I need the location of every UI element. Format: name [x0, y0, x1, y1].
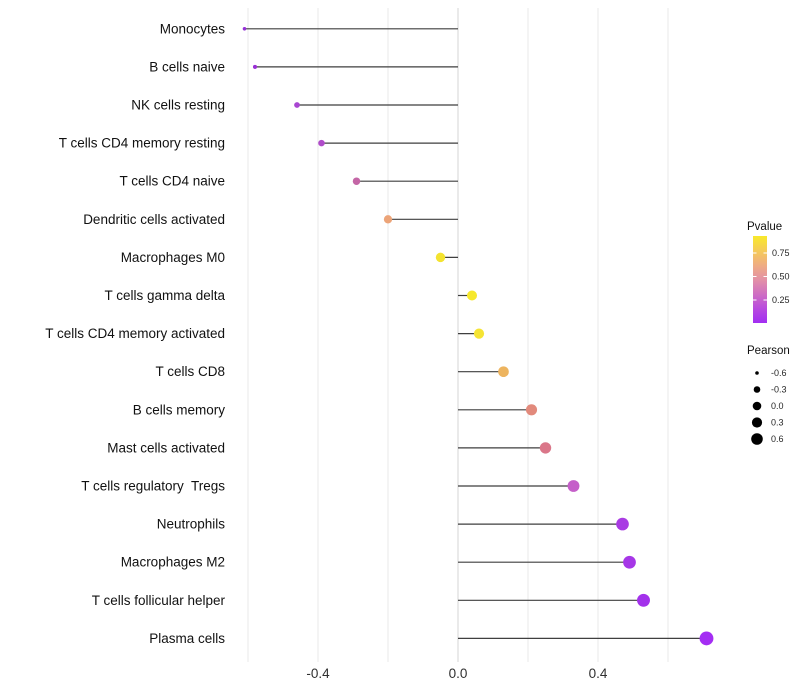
category-label-t-cells-cd8: T cells CD8 [155, 364, 225, 379]
row-monocytes: Monocytes [160, 21, 458, 36]
category-label-t-cells-regulatory-tregs: T cells regulatory Tregs [81, 479, 225, 494]
dot-nk-cells-resting [294, 102, 300, 108]
category-label-monocytes: Monocytes [160, 21, 226, 36]
pearson-size-dot--0.6 [755, 371, 759, 375]
category-label-nk-cells-resting: NK cells resting [131, 98, 225, 113]
category-label-b-cells-memory: B cells memory [133, 402, 226, 417]
row-b-cells-naive: B cells naive [149, 59, 458, 74]
dot-monocytes [242, 27, 247, 31]
pearson-size-label-0.6: 0.6 [771, 434, 784, 444]
dot-macrophages-m2 [623, 555, 636, 569]
dot-t-cells-follicular-helper [637, 593, 650, 607]
pearson-size-label-0.3: 0.3 [771, 418, 784, 428]
row-t-cells-follicular-helper: T cells follicular helper [92, 593, 650, 608]
pvalue-tick-label-0.50: 0.50 [772, 272, 790, 282]
x-axis: -0.4 0.0 0.4 [306, 666, 608, 681]
dot-plasma-cells [699, 631, 714, 646]
dot-b-cells-naive [252, 64, 258, 69]
pearson-size-dot-0.3 [751, 417, 763, 428]
legend-pvalue: Pvalue 0.75 0.50 0.25 [747, 221, 790, 323]
pvalue-tick-label-0.25: 0.25 [772, 295, 790, 305]
category-label-dendritic-cells-activated: Dendritic cells activated [83, 212, 225, 227]
legend-pvalue-title: Pvalue [747, 221, 782, 233]
dot-neutrophils [616, 517, 629, 531]
category-label-macrophages-m2: Macrophages M2 [121, 555, 225, 570]
legend-pearson: Pearson -0.6 -0.3 0.0 0.3 0.6 [747, 345, 790, 445]
dot-t-cells-gamma-delta [466, 290, 478, 301]
pearson-size-dot-0.0 [752, 401, 762, 411]
row-t-cells-cd4-naive: T cells CD4 naive [119, 174, 458, 189]
x-tick-label-0.4: 0.4 [589, 666, 608, 681]
pvalue-tick-label-0.75: 0.75 [772, 248, 790, 258]
pearson-size-dot-0.6 [751, 433, 763, 445]
row-nk-cells-resting: NK cells resting [131, 98, 458, 113]
dot-t-cells-cd4-memory-activated [473, 328, 485, 339]
row-neutrophils: Neutrophils [157, 517, 629, 532]
pearson-size-label--0.3: -0.3 [771, 385, 787, 395]
pearson-size-dot--0.3 [753, 386, 761, 393]
row-t-cells-cd8: T cells CD8 [155, 364, 509, 379]
pvalue-gradient-bar [753, 236, 767, 323]
category-label-neutrophils: Neutrophils [157, 517, 226, 532]
row-t-cells-cd4-memory-resting: T cells CD4 memory resting [59, 136, 458, 151]
dot-t-cells-cd8 [498, 366, 509, 378]
dot-mast-cells-activated [539, 442, 552, 454]
x-tick-label-0.0: 0.0 [449, 666, 468, 681]
row-t-cells-cd4-memory-activated: T cells CD4 memory activated [45, 326, 485, 341]
category-label-b-cells-naive: B cells naive [149, 59, 225, 74]
legend-pearson-title: Pearson [747, 345, 790, 357]
pearson-size-label--0.6: -0.6 [771, 368, 787, 378]
row-plasma-cells: Plasma cells [149, 631, 714, 646]
x-tick-label--0.4: -0.4 [306, 666, 330, 681]
row-t-cells-regulatory-tregs: T cells regulatory Tregs [81, 479, 580, 494]
dot-b-cells-memory [525, 404, 538, 416]
dot-dendritic-cells-activated [383, 215, 393, 224]
category-label-plasma-cells: Plasma cells [149, 631, 225, 646]
category-label-t-cells-follicular-helper: T cells follicular helper [92, 593, 226, 608]
category-label-t-cells-cd4-naive: T cells CD4 naive [119, 174, 225, 189]
category-label-t-cells-cd4-memory-resting: T cells CD4 memory resting [59, 136, 225, 151]
row-macrophages-m2: Macrophages M2 [121, 555, 636, 570]
row-dendritic-cells-activated: Dendritic cells activated [83, 212, 458, 227]
row-mast-cells-activated: Mast cells activated [107, 440, 552, 455]
category-label-macrophages-m0: Macrophages M0 [121, 250, 225, 265]
category-label-t-cells-cd4-memory-activated: T cells CD4 memory activated [45, 326, 225, 341]
pearson-size-label-0.0: 0.0 [771, 401, 784, 411]
gridlines [247, 8, 669, 662]
category-label-t-cells-gamma-delta: T cells gamma delta [104, 288, 225, 303]
dot-t-cells-cd4-memory-resting [318, 139, 325, 147]
dot-t-cells-cd4-naive [352, 177, 361, 185]
category-label-mast-cells-activated: Mast cells activated [107, 440, 225, 455]
dot-t-cells-regulatory-tregs [567, 480, 580, 492]
row-b-cells-memory: B cells memory [133, 402, 538, 417]
lollipop-rows: Monocytes B cells naive NK cells resting T … [45, 21, 714, 646]
row-macrophages-m0: Macrophages M0 [121, 250, 458, 265]
row-t-cells-gamma-delta: T cells gamma delta [104, 288, 478, 303]
dot-macrophages-m0 [435, 252, 446, 263]
